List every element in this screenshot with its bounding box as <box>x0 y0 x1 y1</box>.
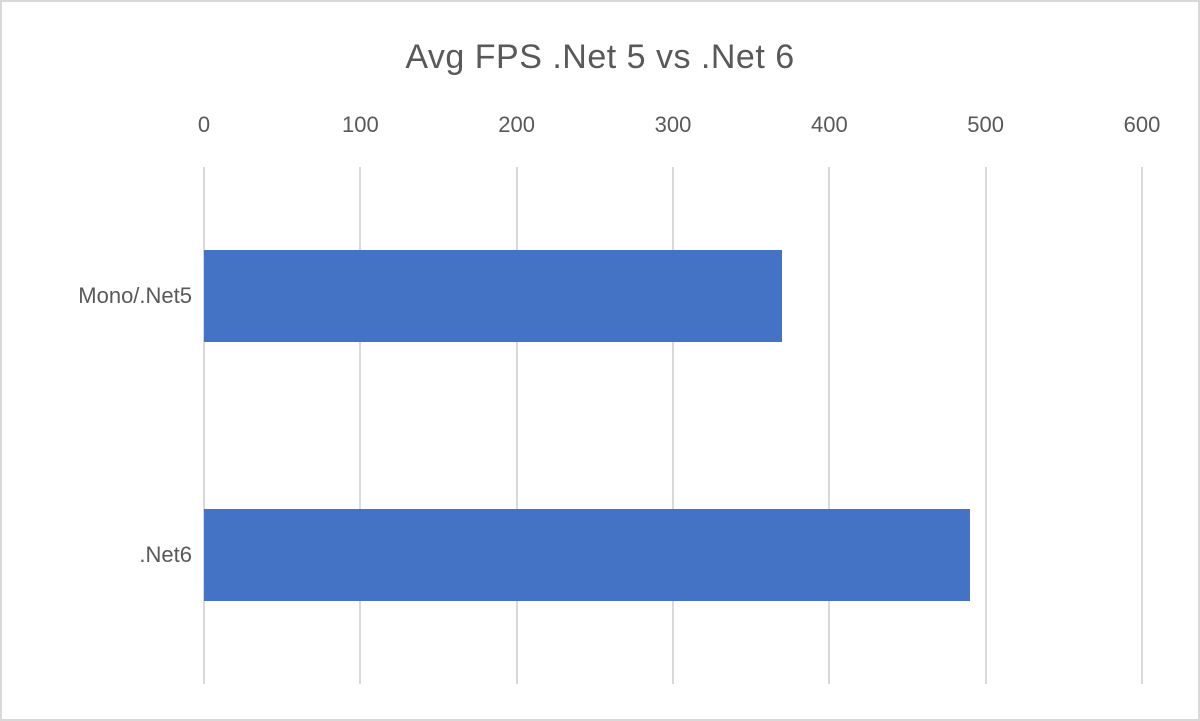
gridline <box>828 167 831 684</box>
plot-area: 0 100 200 300 400 500 600 Mono/.Net5 .Net6 <box>78 112 1160 684</box>
gridline <box>515 167 518 684</box>
gridline <box>984 167 987 684</box>
x-tick-label: 500 <box>967 112 1005 137</box>
x-tick-label: 300 <box>654 112 692 137</box>
gridline <box>672 167 674 684</box>
x-tick-label: 100 <box>341 112 379 137</box>
gridline <box>203 167 205 684</box>
x-tick-label: 200 <box>498 112 536 137</box>
category-label: Mono/.Net5 <box>78 283 192 309</box>
category-label: .Net6 <box>139 541 192 567</box>
gridline <box>1141 167 1143 684</box>
bar-mono-net5 <box>204 250 783 343</box>
bar-net6 <box>204 508 971 601</box>
gridline <box>359 167 362 684</box>
chart-title: Avg FPS .Net 5 vs .Net 6 <box>405 38 795 76</box>
x-tick-label: 600 <box>1123 112 1161 137</box>
x-tick-label: 400 <box>810 112 848 137</box>
x-tick-label: 0 <box>197 112 211 137</box>
